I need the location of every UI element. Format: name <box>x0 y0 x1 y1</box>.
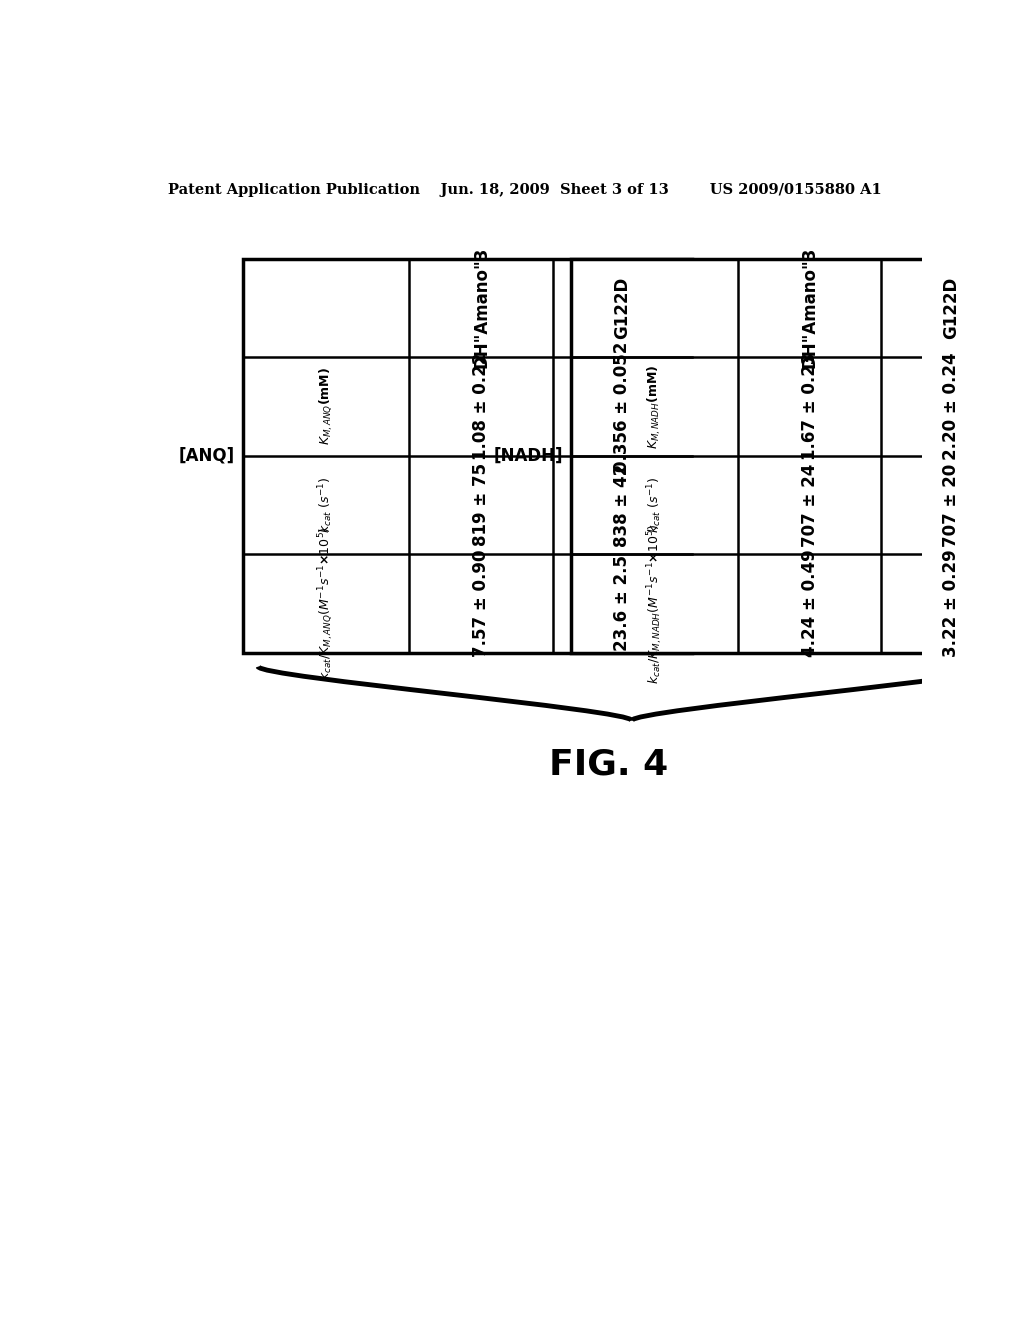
Text: 707 ± 20: 707 ± 20 <box>942 463 961 546</box>
Text: 7.57 ± 0.90: 7.57 ± 0.90 <box>472 549 490 657</box>
Text: FIG. 4: FIG. 4 <box>549 747 668 781</box>
Text: 819 ± 75: 819 ± 75 <box>472 463 490 546</box>
Text: 2.20 ± 0.24: 2.20 ± 0.24 <box>942 352 961 461</box>
Text: $k_{cat}/K_{M,NADH}(M^{-1}s^{-1}$×$10^{5})$: $k_{cat}/K_{M,NADH}(M^{-1}s^{-1}$×$10^{5… <box>645 523 665 684</box>
Text: G122D: G122D <box>942 277 961 339</box>
Text: G122D: G122D <box>613 277 632 339</box>
Text: $k_{cat}$ $(s^{-1})$: $k_{cat}$ $(s^{-1})$ <box>316 477 336 533</box>
Text: DH"Amano"3: DH"Amano"3 <box>801 247 818 368</box>
Text: DH"Amano"3: DH"Amano"3 <box>472 247 490 368</box>
Text: Patent Application Publication    Jun. 18, 2009  Sheet 3 of 13        US 2009/01: Patent Application Publication Jun. 18, … <box>168 183 882 197</box>
Text: 838 ± 42: 838 ± 42 <box>613 463 632 546</box>
Text: 4.24 ± 0.49: 4.24 ± 0.49 <box>801 549 818 657</box>
Bar <box>243 259 692 653</box>
Text: [NADH]: [NADH] <box>494 446 563 465</box>
Bar <box>571 259 1021 653</box>
Text: [ANQ]: [ANQ] <box>179 446 234 465</box>
Text: 3.22 ± 0.29: 3.22 ± 0.29 <box>942 549 961 657</box>
Text: $K_{M,NADH}$(mM): $K_{M,NADH}$(mM) <box>646 364 664 449</box>
Text: 1.08 ± 0.22: 1.08 ± 0.22 <box>472 352 490 461</box>
Text: 0.356 ± 0.052: 0.356 ± 0.052 <box>613 341 632 471</box>
Text: $k_{cat}$ $(s^{-1})$: $k_{cat}$ $(s^{-1})$ <box>645 477 664 533</box>
Text: $k_{cat}/K_{M,ANQ}(M^{-1}s^{-1}$×$10^{5})$: $k_{cat}/K_{M,ANQ}(M^{-1}s^{-1}$×$10^{5}… <box>316 527 336 680</box>
Text: $K_{M,ANQ}$(mM): $K_{M,ANQ}$(mM) <box>317 367 335 445</box>
Text: 1.67 ± 0.23: 1.67 ± 0.23 <box>801 352 818 461</box>
Text: 707 ± 24: 707 ± 24 <box>801 463 818 546</box>
Text: 23.6 ± 2.5: 23.6 ± 2.5 <box>613 556 632 652</box>
